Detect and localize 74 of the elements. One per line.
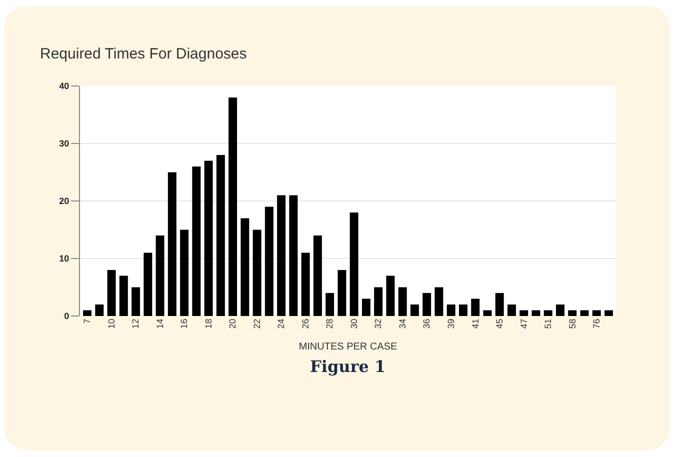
bar [338,270,346,316]
x-tick-label: 16 [179,318,190,329]
bar [422,293,432,316]
bar [264,206,274,316]
bar [204,160,213,316]
bar [289,195,298,316]
y-tick-label: 0 [64,311,70,322]
bar [410,304,419,316]
bar [216,155,225,316]
bar [398,287,407,316]
x-tick-label: 58 [567,318,578,329]
bar [592,310,601,316]
x-tick-label: 30 [348,318,359,329]
bar [495,293,504,316]
bar [107,270,116,316]
x-axis-title: MINUTES PER CASE [298,341,398,352]
y-tick-label: 40 [59,81,70,92]
bar [350,212,358,316]
bar [252,230,262,316]
x-tick-label: 10 [106,318,116,329]
bar [568,310,577,316]
x-tick-label: 34 [397,318,408,329]
bar [556,304,564,316]
y-tick-label: 20 [59,196,70,206]
bar [326,293,334,316]
bar [180,230,189,316]
x-tick-label: 28 [324,318,335,329]
x-tick-label: 7 [82,318,92,324]
bar [277,195,286,316]
bar [471,298,480,316]
x-tick-label: 47 [518,318,529,329]
x-tick-label: 32 [373,318,384,329]
chart-title: Required Times For Diagnoses [40,46,247,62]
x-tick-label: 39 [446,318,456,329]
bar [507,304,516,316]
x-tick-label: 51 [543,318,554,329]
bar [374,287,383,316]
bar [544,310,552,316]
bar [446,304,456,316]
bar [386,276,395,316]
caption: Figure 1 [310,357,386,376]
x-tick-label: 22 [252,318,262,329]
bar [119,276,128,316]
bar [520,310,528,316]
x-tick-label: 14 [154,318,165,329]
y-tick-label: 10 [59,254,70,264]
x-tick-label: 12 [130,318,141,329]
bar [83,310,92,316]
bar [458,304,468,316]
bar [532,310,540,316]
bar [240,218,250,316]
bar [362,298,370,316]
bar [156,236,164,316]
x-tick-label: 45 [494,318,505,329]
x-tick-label: 18 [203,318,214,329]
bar [604,310,613,316]
bar [580,310,589,316]
y-tick-label: 30 [59,138,70,149]
bar [434,287,444,316]
bar [168,172,176,316]
bar [313,236,322,316]
x-tick-label: 76 [592,318,602,329]
x-tick-label: 41 [470,318,480,329]
bar [95,304,104,316]
bar [483,310,492,316]
bar [144,252,152,316]
bar [301,252,310,316]
bar [132,287,140,316]
x-tick-label: 36 [422,318,432,329]
bar [192,166,201,316]
x-tick-label: 26 [300,318,310,329]
x-tick-label: 24 [276,318,286,329]
bar [228,98,238,316]
x-tick-label: 20 [228,318,238,329]
